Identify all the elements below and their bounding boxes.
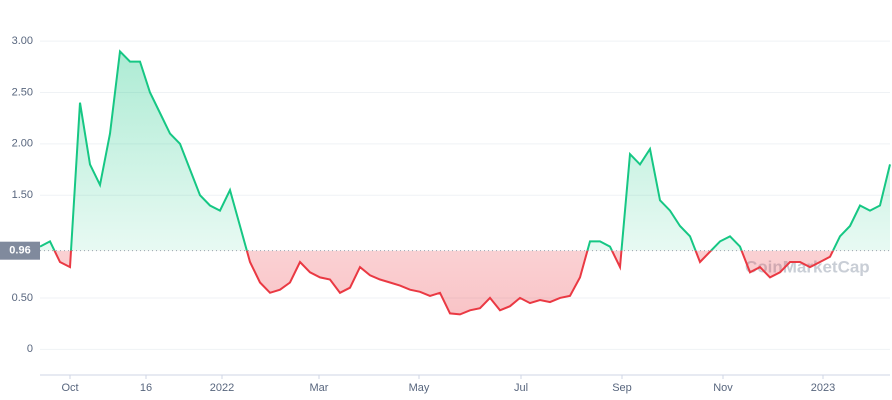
x-tick-label: Sep	[612, 382, 632, 394]
x-tick-label: Mar	[310, 382, 329, 394]
line-up	[39, 49, 891, 251]
axes: 0 0.50 1.50 2.00 2.50 3.00 Oct 16 2022 Mar May Jul S…	[0, 35, 890, 394]
line-down	[53, 250, 835, 316]
x-tick-label: 16	[140, 382, 152, 394]
area-up	[40, 51, 890, 251]
x-tick-label: 2022	[210, 382, 234, 394]
y-tick-label: 3.00	[12, 35, 33, 47]
x-tick-label: May	[409, 382, 430, 394]
y-tick-label: 0.50	[12, 292, 33, 304]
x-tick-label: 2023	[811, 382, 835, 394]
x-tick-label: Nov	[713, 382, 733, 394]
y-tick-label: 1.50	[12, 189, 33, 201]
y-tick-label: 2.50	[12, 86, 33, 98]
x-tick-label: Oct	[61, 382, 78, 394]
baseline-label-box	[0, 241, 40, 260]
plot	[39, 49, 891, 316]
x-tick-label: Jul	[514, 382, 528, 394]
y-tick-label: 0	[27, 343, 33, 355]
baseline-label: 0.96	[9, 245, 30, 257]
y-tick-label: 2.00	[12, 138, 33, 150]
